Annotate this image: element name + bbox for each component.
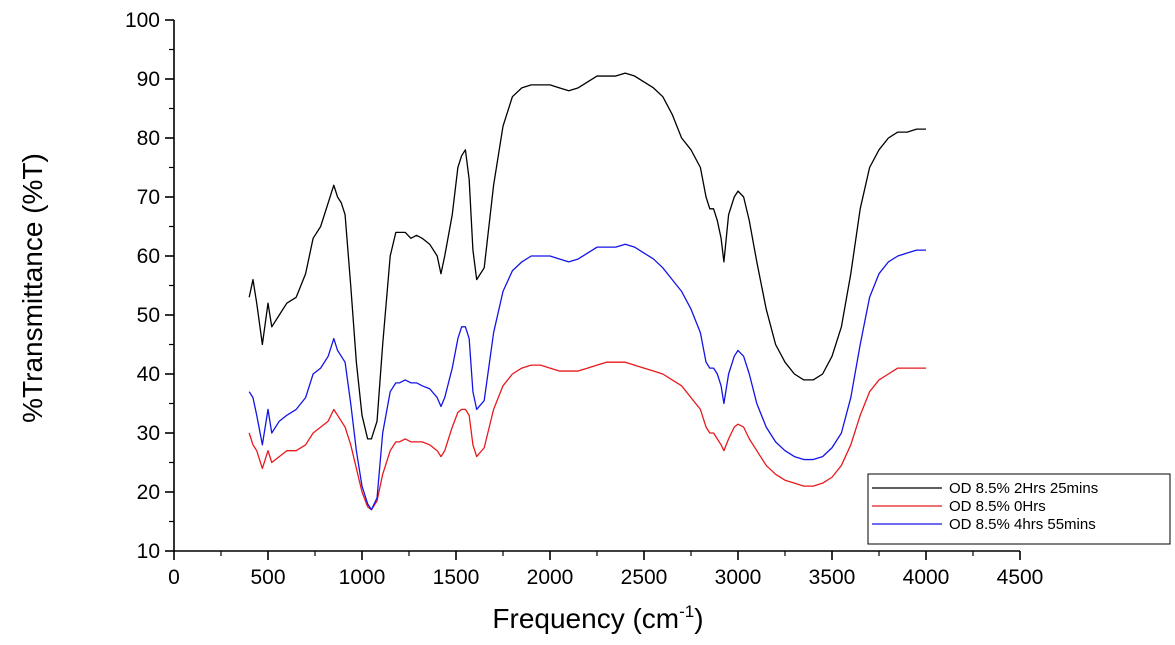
x-axis-title-end: )	[694, 603, 703, 634]
legend-box	[867, 473, 1171, 545]
legend-label: OD 8.5% 0Hrs	[949, 498, 1046, 515]
x-tick-label: 2500	[621, 566, 668, 589]
y-tick-label: 20	[137, 481, 160, 504]
y-tick-label: 40	[137, 363, 160, 386]
y-tick-label: 70	[137, 186, 160, 209]
y-tick-label: 30	[137, 422, 160, 445]
series-line-1	[248, 72, 926, 440]
x-tick-label: 500	[250, 566, 285, 589]
legend-label: OD 8.5% 4hrs 55mins	[949, 516, 1096, 533]
y-tick-label: 100	[125, 9, 160, 32]
x-ticks: 0 500 1000 1500 2000 2500 3000 3500 4000 4500	[168, 551, 1043, 589]
x-axis-title-sup: -1	[679, 602, 694, 621]
x-axis-title: Frequency (cm-1)	[492, 602, 703, 634]
series-line-2	[248, 361, 926, 511]
y-tick-label: 60	[137, 245, 160, 268]
x-tick-label: 1500	[433, 566, 480, 589]
legend-label: OD 8.5% 2Hrs 25mins	[949, 480, 1098, 497]
y-tick-label: 50	[137, 304, 160, 327]
x-axis-title-main: Frequency (cm	[492, 603, 679, 634]
x-tick-label: 3500	[809, 566, 856, 589]
y-tick-label: 10	[137, 540, 160, 563]
x-tick-label: 3000	[715, 566, 762, 589]
x-tick-label: 0	[168, 566, 180, 589]
y-ticks: 10 20 30 40 50 60 70 80 90 100	[125, 9, 174, 563]
axes: 10 20 30 40 50 60 70 80 90 100 0 500 1000 1500 2000 25…	[125, 9, 1043, 589]
x-tick-label: 4500	[997, 566, 1044, 589]
x-tick-label: 4000	[903, 566, 950, 589]
y-axis-title: %Transmittance (%T)	[17, 153, 48, 423]
x-tick-label: 1000	[339, 566, 386, 589]
plot-lines	[248, 72, 926, 511]
y-tick-label: 90	[137, 68, 160, 91]
series-line-3	[248, 243, 926, 511]
x-tick-label: 2000	[527, 566, 574, 589]
y-tick-label: 80	[137, 127, 160, 150]
